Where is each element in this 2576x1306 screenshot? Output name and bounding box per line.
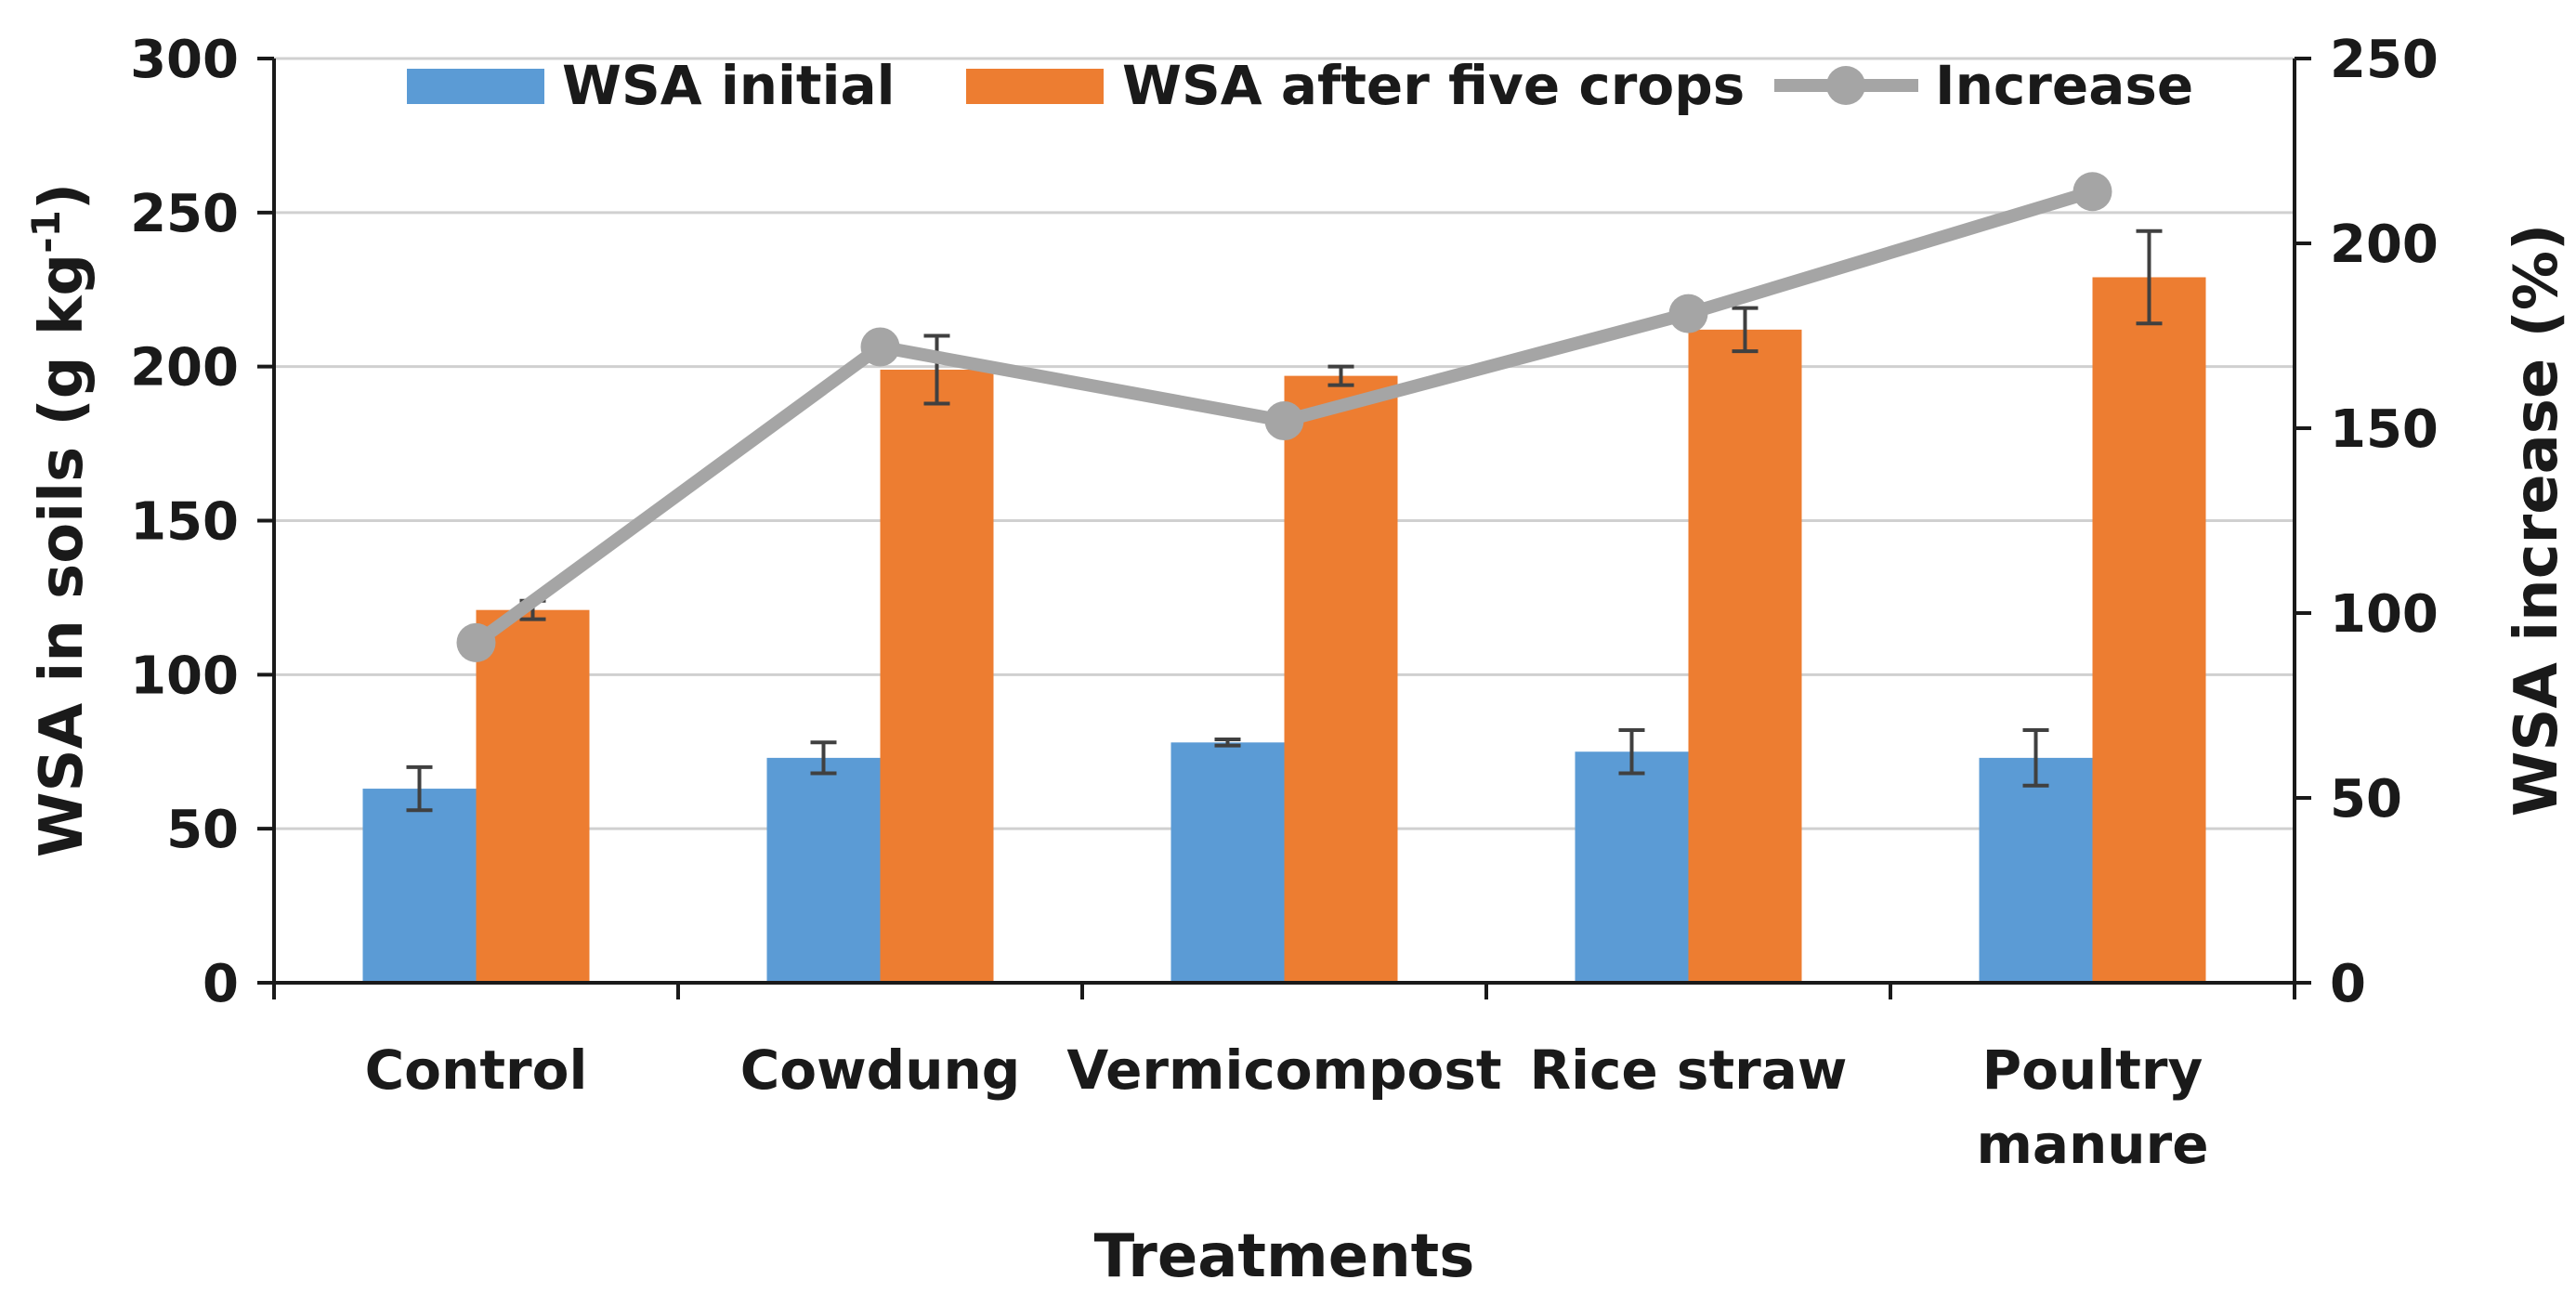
legend-swatch <box>407 69 544 104</box>
increase-point <box>860 327 900 367</box>
y2-tick-label: 50 <box>2330 769 2402 829</box>
y-axis-title-sup: -1 <box>23 210 69 254</box>
y-tick-label: 200 <box>130 338 239 398</box>
legend-label: WSA initial <box>562 54 896 117</box>
legend-marker <box>1826 66 1865 105</box>
x-axis-title: Treatments <box>1094 1222 1475 1291</box>
bars <box>362 277 2206 983</box>
increase-point <box>1668 294 1708 333</box>
legend: WSA initial WSA after five crops Increase <box>407 54 2193 117</box>
bar-initial <box>766 757 881 983</box>
increase-line <box>456 172 2112 662</box>
x-tick-label: Vermicompost <box>1066 1038 1501 1102</box>
bar-initial <box>1979 757 2093 983</box>
x-tick-label: Rice straw <box>1529 1038 1847 1102</box>
bar-initial <box>1170 742 1285 983</box>
bar-after <box>476 609 590 983</box>
increase-point <box>456 622 496 662</box>
x-tick-label: manure <box>1976 1113 2208 1176</box>
bar-after <box>2092 277 2206 983</box>
x-tick-label: Poultry <box>1982 1038 2203 1102</box>
y2-tick-label: 250 <box>2330 30 2439 90</box>
y-axis-title-tail: ) <box>28 183 97 210</box>
y2-tick-label: 100 <box>2330 584 2439 645</box>
axis-titles: Treatments WSA in soils (g kg-1) WSA incre… <box>23 183 2571 1291</box>
legend-label: Increase <box>1935 54 2193 117</box>
y-tick-label: 150 <box>130 492 239 553</box>
y-tick-label: 100 <box>130 646 239 706</box>
axes: 0 50 100 150 200 250 300 0 50 100 150 200 250 Control… <box>130 30 2439 1176</box>
x-tick-label: Control <box>365 1038 588 1102</box>
increase-point <box>1264 401 1304 441</box>
bar-after <box>1688 329 1802 983</box>
y2-tick-label: 0 <box>2330 954 2366 1014</box>
y-tick-label: 50 <box>166 800 239 860</box>
y2-tick-label: 200 <box>2330 215 2439 275</box>
y2-axis-title: WSA increase (%) <box>2503 224 2571 817</box>
legend-label: WSA after five crops <box>1122 54 1745 117</box>
y-axis-title: WSA in soils (g kg-1) <box>23 183 97 857</box>
bar-after <box>1284 375 1398 983</box>
y-tick-label: 0 <box>203 954 239 1014</box>
x-tick-label: Cowdung <box>740 1038 1021 1102</box>
increase-point <box>2073 172 2112 212</box>
bar-initial <box>1575 751 1689 983</box>
y-axis-title-main: WSA in soils (g kg <box>28 254 97 857</box>
y-tick-label: 250 <box>130 184 239 244</box>
y2-tick-label: 150 <box>2330 399 2439 460</box>
y-tick-label: 300 <box>130 30 239 90</box>
bar-initial <box>362 789 477 983</box>
legend-swatch <box>966 69 1104 104</box>
bar-after <box>880 369 994 983</box>
